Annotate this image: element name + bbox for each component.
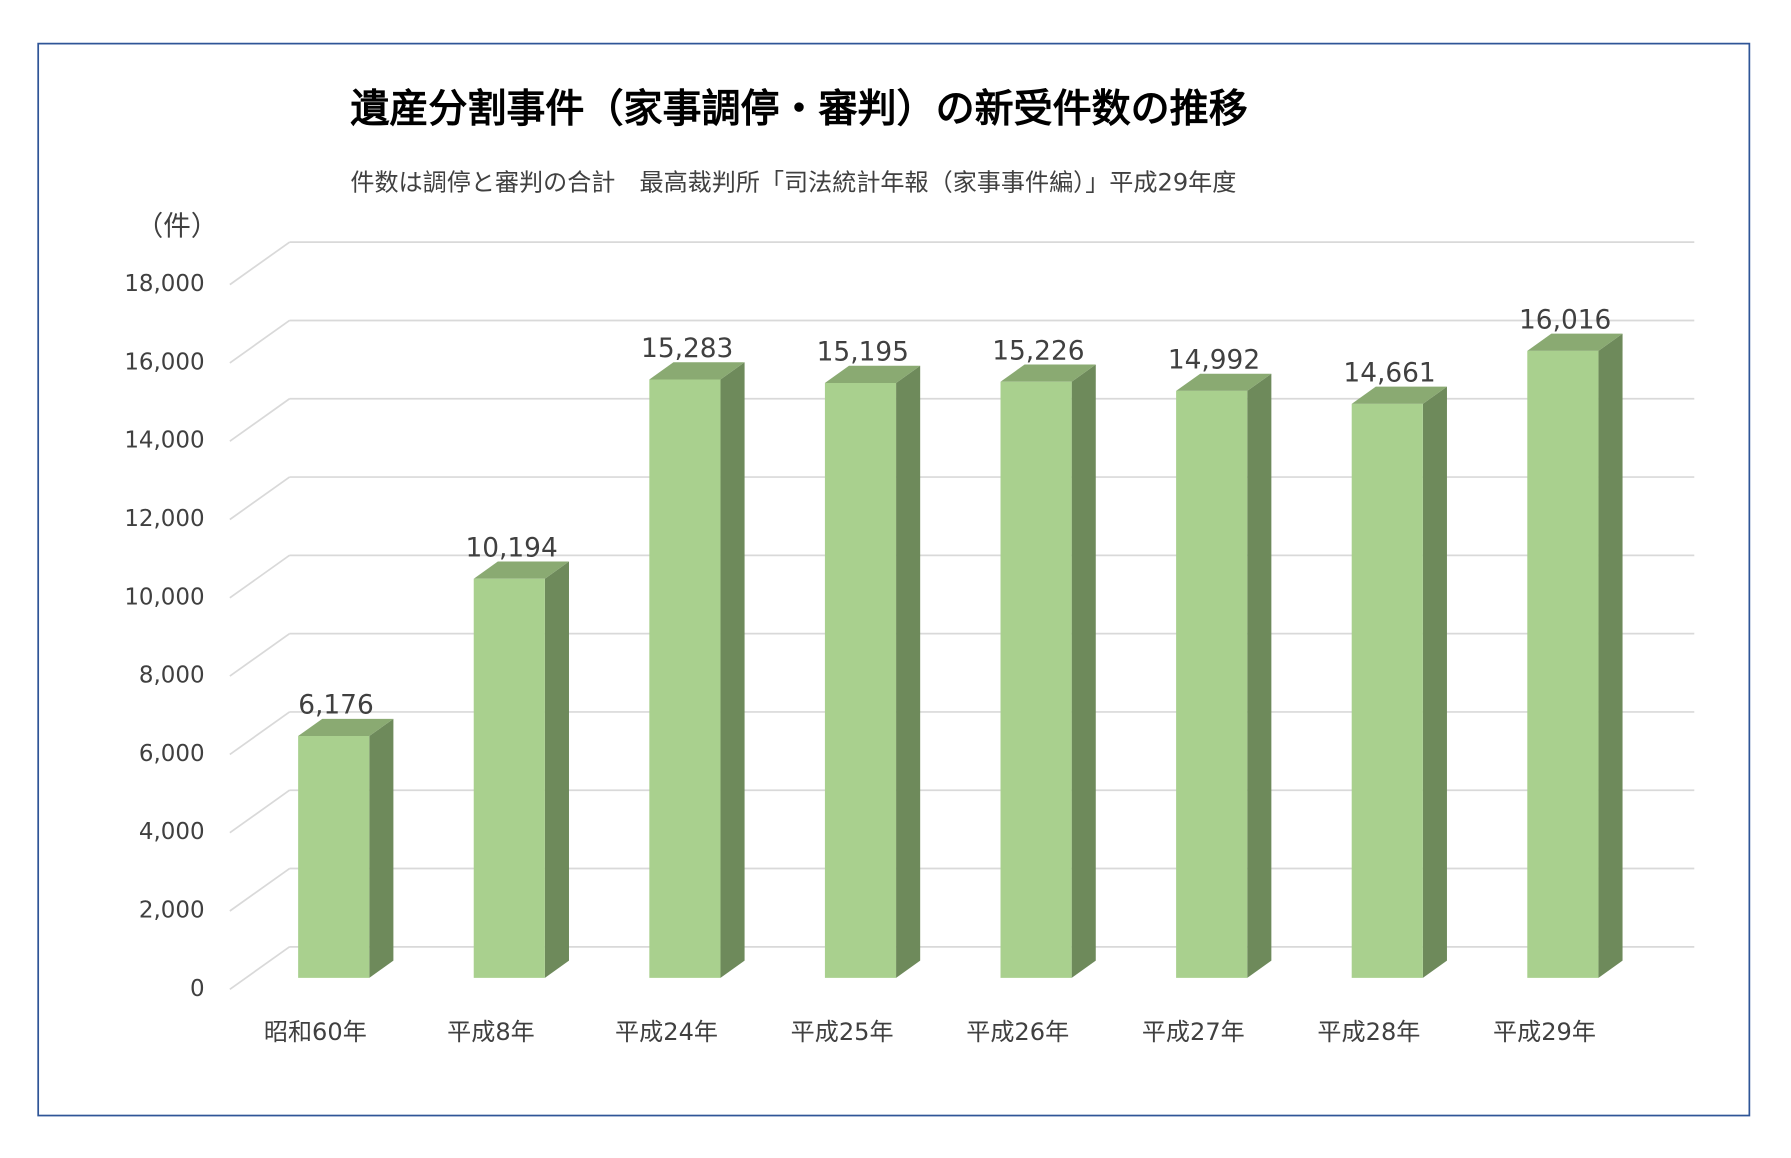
y-tick-label: 14,000 <box>124 428 204 454</box>
bar-side <box>720 362 745 978</box>
bar-front <box>1351 403 1423 978</box>
y-tick-label: 12,000 <box>124 506 204 532</box>
y-axis-label: （件） <box>136 210 219 242</box>
y-tick-label: 2,000 <box>139 897 205 923</box>
data-label: 10,194 <box>465 533 557 563</box>
bar-top <box>1176 373 1272 391</box>
y-tick-label: 0 <box>190 976 205 1002</box>
grid-line-side <box>229 632 291 677</box>
x-tick-label: 平成24年 <box>615 1018 718 1046</box>
bar-front <box>1527 350 1599 978</box>
bar-top <box>473 561 569 579</box>
bar <box>1527 333 1623 978</box>
x-tick-label: 平成28年 <box>1317 1018 1420 1046</box>
bar-top <box>649 362 745 380</box>
bar <box>473 561 569 978</box>
grid-line-side <box>229 398 291 442</box>
x-tick-label: 平成27年 <box>1142 1018 1245 1046</box>
bar-top <box>1000 364 1096 382</box>
y-tick-label: 10,000 <box>124 584 204 610</box>
bar <box>298 718 394 978</box>
x-tick-label: 平成26年 <box>966 1018 1069 1046</box>
grid-line-side <box>229 319 291 364</box>
bar-side <box>896 365 921 978</box>
bar-side <box>1247 373 1272 978</box>
bar <box>1176 373 1272 978</box>
bar <box>1351 386 1447 978</box>
x-tick-label: 平成29年 <box>1493 1018 1596 1046</box>
bar-top <box>1527 333 1623 351</box>
data-label: 14,992 <box>1168 346 1260 376</box>
x-tick-label: 平成8年 <box>447 1018 535 1046</box>
bar <box>824 365 921 978</box>
bar-front <box>649 379 721 978</box>
grid-line-side <box>229 946 291 990</box>
data-label: 15,195 <box>817 338 909 368</box>
bar-side <box>1071 364 1096 978</box>
grid-line-side <box>229 867 291 912</box>
bar-top <box>824 365 921 383</box>
grid-line-side <box>229 789 291 834</box>
chart-subtitle: 件数は調停と審判の合計 最高裁判所「司法統計年報（家事事件編）」平成29年度 <box>350 169 1236 197</box>
bar-side <box>369 718 394 978</box>
y-tick-label: 8,000 <box>139 663 205 689</box>
bar-front <box>1176 390 1248 978</box>
x-tick-label: 昭和60年 <box>264 1018 367 1046</box>
bar-top <box>298 718 394 737</box>
data-label: 15,283 <box>641 334 733 364</box>
data-label: 6,176 <box>298 691 374 721</box>
bar-side <box>1598 333 1623 978</box>
y-tick-label: 4,000 <box>139 819 205 845</box>
y-tick-label: 16,000 <box>124 349 204 375</box>
bar <box>1000 364 1096 978</box>
chart-title: 遺産分割事件（家事調停・審判）の新受件数の推移 <box>350 87 1247 132</box>
bar-front <box>298 736 370 978</box>
grid-line-side <box>229 241 291 286</box>
grid-line-side <box>229 476 291 521</box>
bar-side <box>544 561 569 978</box>
grid-line-side <box>229 711 291 756</box>
y-tick-label: 6,000 <box>139 741 205 767</box>
bar-front <box>824 382 897 978</box>
data-label: 14,661 <box>1343 359 1435 389</box>
bar-front <box>473 578 545 978</box>
data-label: 16,016 <box>1519 305 1611 335</box>
grid-line-side <box>229 554 291 599</box>
bar-side <box>1422 386 1447 978</box>
y-tick-label: 18,000 <box>124 271 204 297</box>
x-tick-label: 平成25年 <box>791 1018 894 1046</box>
bar-top <box>1351 386 1447 404</box>
bar <box>649 362 745 978</box>
bar-front <box>1000 381 1072 978</box>
data-label: 15,226 <box>992 336 1084 366</box>
